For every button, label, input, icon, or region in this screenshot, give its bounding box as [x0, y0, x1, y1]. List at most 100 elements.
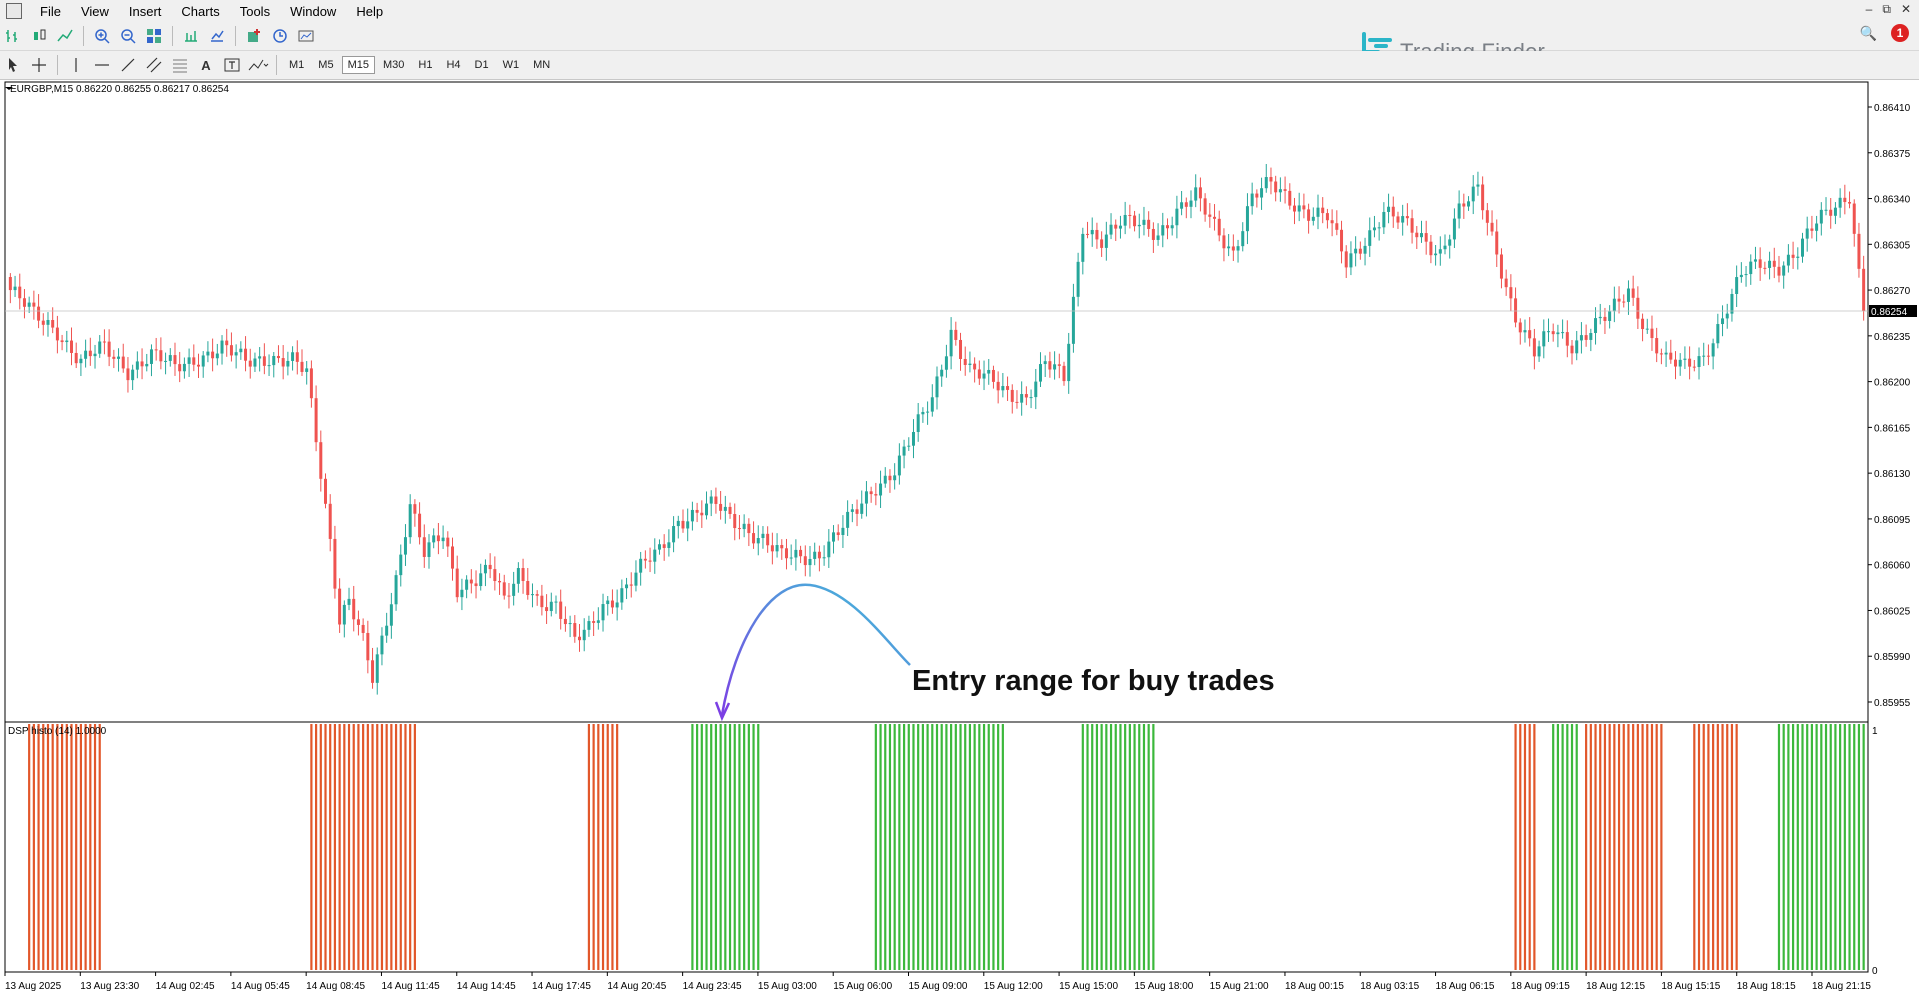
candle-body — [1391, 206, 1395, 217]
menu-window[interactable]: Window — [290, 3, 337, 19]
candle-body — [394, 575, 398, 605]
timeframe-m1[interactable]: M1 — [289, 59, 305, 71]
candle-body — [1697, 356, 1701, 368]
candle-body — [1796, 256, 1800, 258]
menu-insert[interactable]: Insert — [128, 3, 162, 19]
timeframe-w1[interactable]: W1 — [502, 59, 520, 71]
candle-chart-icon[interactable] — [28, 25, 50, 47]
candle-body — [413, 504, 417, 514]
timeframe-m5[interactable]: M5 — [318, 59, 334, 71]
menu-charts[interactable]: Charts — [181, 3, 220, 19]
candle-body — [1076, 261, 1080, 297]
candle-body — [949, 329, 953, 357]
candle-body — [512, 583, 516, 596]
shapes-icon[interactable] — [247, 54, 269, 76]
line-chart-icon[interactable] — [54, 25, 76, 47]
time-tick-label: 15 Aug 15:00 — [1059, 981, 1118, 992]
candle-body — [32, 302, 36, 307]
candle-body — [832, 532, 836, 542]
channel-icon[interactable] — [143, 54, 165, 76]
candle-body — [1269, 177, 1273, 182]
horizontal-line-icon[interactable] — [91, 54, 113, 76]
candle-body — [1311, 216, 1315, 221]
timeframe-m30[interactable]: M30 — [382, 59, 405, 71]
candle-body — [1302, 205, 1306, 210]
candle-body — [1043, 361, 1047, 365]
candle-body — [1274, 181, 1278, 193]
timeframe-h4[interactable]: H4 — [446, 59, 461, 71]
candle-body — [267, 365, 271, 367]
templates-icon[interactable] — [295, 25, 317, 47]
timeframe-m15[interactable]: M15 — [341, 56, 375, 74]
tile-windows-icon[interactable] — [143, 25, 165, 47]
candle-body — [60, 340, 64, 343]
candle-body — [145, 363, 149, 367]
candle-body — [761, 533, 765, 539]
symbol-info: EURGBP,M15 0.86220 0.86255 0.86217 0.862… — [10, 84, 229, 95]
candle-body — [1467, 201, 1471, 207]
candle-body — [126, 368, 130, 381]
timeframe-h1[interactable]: H1 — [418, 59, 433, 71]
candle-body — [935, 376, 939, 398]
candle-body — [1222, 235, 1226, 249]
zoom-out-icon[interactable] — [117, 25, 139, 47]
zoom-in-icon[interactable] — [91, 25, 113, 47]
candle-body — [1589, 333, 1593, 340]
candle-body — [1598, 316, 1602, 319]
menu-view[interactable]: View — [80, 3, 109, 19]
minimize-icon[interactable]: – — [1865, 2, 1873, 16]
close-icon[interactable]: ✕ — [1900, 2, 1911, 16]
menu-help[interactable]: Help — [356, 3, 384, 19]
candle-body — [1622, 301, 1626, 303]
indicators-icon[interactable] — [243, 25, 265, 47]
candle-body — [841, 527, 845, 535]
candle-body — [888, 475, 892, 481]
candle-body — [559, 601, 563, 619]
timeframe-mn[interactable]: MN — [533, 59, 551, 71]
period-icon[interactable] — [269, 25, 291, 47]
candle-body — [1659, 353, 1663, 355]
trendline-icon[interactable] — [117, 54, 139, 76]
timeframe-d1[interactable]: D1 — [474, 59, 489, 71]
candle-body — [239, 348, 243, 353]
candle-body — [1499, 254, 1503, 279]
bar-chart-icon[interactable] — [2, 25, 24, 47]
notification-badge[interactable]: 1 — [1891, 24, 1909, 42]
candle-body — [27, 302, 31, 307]
vertical-line-icon[interactable] — [65, 54, 87, 76]
candle-body — [1641, 318, 1645, 330]
price-chart[interactable]: 0.86410 0.86375 0.86340 0.86305 0.86270 0.862… — [0, 80, 1919, 996]
candle-body — [55, 327, 59, 341]
menu-tools[interactable]: Tools — [239, 3, 271, 19]
candle-body — [1241, 231, 1245, 247]
candle-body — [681, 520, 685, 529]
autoscroll-icon[interactable] — [206, 25, 228, 47]
candle-body — [70, 340, 74, 353]
candle-body — [601, 604, 605, 621]
indicator-label: DSP histo (14) 1.0000 — [8, 726, 107, 737]
candle-body — [695, 509, 699, 513]
candle-body — [1325, 213, 1329, 221]
cursor-icon[interactable] — [2, 54, 24, 76]
restore-icon[interactable]: ⧉ — [1882, 2, 1891, 16]
search-icon[interactable]: 🔍 — [1859, 24, 1877, 41]
candle-body — [1565, 332, 1569, 346]
text-label-icon[interactable] — [221, 54, 243, 76]
candle-body — [1758, 259, 1762, 268]
chart-window[interactable]: 0.86410 0.86375 0.86340 0.86305 0.86270 0.862… — [0, 80, 1919, 996]
candle-body — [8, 277, 12, 291]
candle-body — [827, 541, 831, 558]
candle-body — [1189, 200, 1193, 207]
candle-body — [874, 494, 878, 496]
candle-body — [1556, 332, 1560, 335]
candle-body — [192, 357, 196, 365]
text-icon[interactable]: A — [201, 57, 211, 73]
candle-body — [1382, 211, 1386, 228]
crosshair-icon[interactable] — [28, 54, 50, 76]
candle-body — [1457, 203, 1461, 219]
scroll-end-icon[interactable] — [180, 25, 202, 47]
menu-file[interactable]: File — [40, 3, 61, 19]
candle-body — [930, 397, 934, 412]
fibonacci-icon[interactable] — [169, 54, 191, 76]
symbol-dropdown-icon[interactable] — [5, 87, 13, 90]
